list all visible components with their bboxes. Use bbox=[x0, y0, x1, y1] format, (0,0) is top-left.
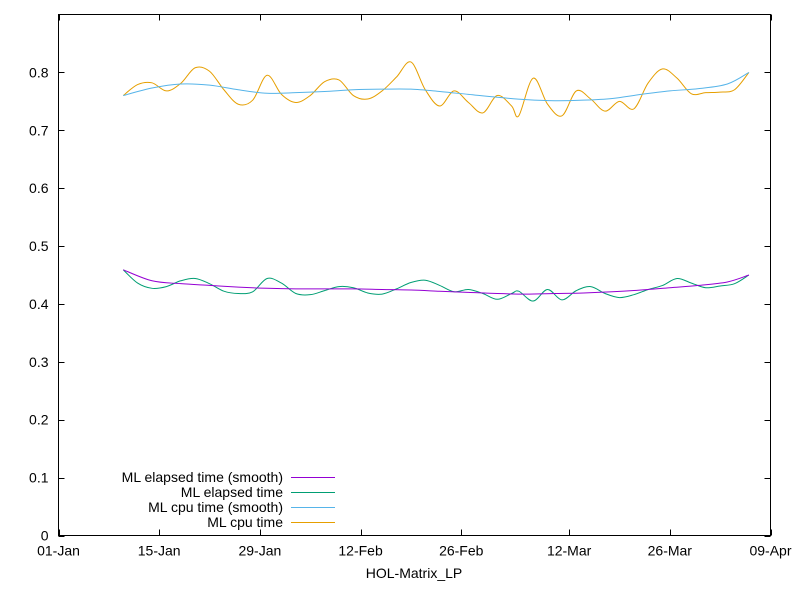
series-line-ml-cpu-time-smooth bbox=[123, 71, 750, 102]
x-tick-label: 29-Jan bbox=[238, 543, 281, 559]
y-tick-label: 0.2 bbox=[29, 412, 49, 428]
x-axis-title: HOL-Matrix_LP bbox=[366, 565, 462, 581]
x-tick-label: 26-Feb bbox=[439, 543, 484, 559]
y-tick-label: 0.3 bbox=[29, 354, 49, 370]
x-tick-label: 15-Jan bbox=[138, 543, 181, 559]
y-tick-label: 0.5 bbox=[29, 238, 49, 254]
series-line-ml-elapsed-time-smooth bbox=[123, 269, 750, 295]
y-tick-label: 0.8 bbox=[29, 64, 49, 80]
y-tick-label: 0.1 bbox=[29, 470, 49, 486]
x-tick-label: 26-Mar bbox=[648, 543, 693, 559]
legend: ML elapsed time (smooth)ML elapsed timeM… bbox=[122, 469, 335, 530]
legend-label: ML cpu time (smooth) bbox=[148, 499, 283, 515]
series-line-ml-cpu-time bbox=[122, 61, 750, 118]
plot-lines bbox=[122, 61, 750, 302]
legend-label: ML elapsed time (smooth) bbox=[122, 469, 283, 485]
plot-frame bbox=[58, 14, 771, 536]
y-tick-label: 0.7 bbox=[29, 122, 49, 138]
y-tick-label: 0.4 bbox=[29, 296, 49, 312]
x-tick-label: 09-Apr bbox=[749, 543, 791, 559]
legend-label: ML elapsed time bbox=[181, 484, 283, 500]
y-tick-label: 0 bbox=[41, 528, 49, 544]
x-tick-label: 12-Mar bbox=[547, 543, 592, 559]
x-tick-label: 12-Feb bbox=[338, 543, 383, 559]
legend-label: ML cpu time bbox=[207, 514, 283, 530]
y-tick-label: 0.6 bbox=[29, 180, 49, 196]
ticks: 0 0.1 0.2 0.3 0.4 0.5 0.6 0.7 0.8 01-Jan 15-Jan 29-… bbox=[29, 14, 792, 559]
series-line-ml-elapsed-time bbox=[122, 269, 750, 302]
x-tick-label: 01-Jan bbox=[37, 543, 80, 559]
